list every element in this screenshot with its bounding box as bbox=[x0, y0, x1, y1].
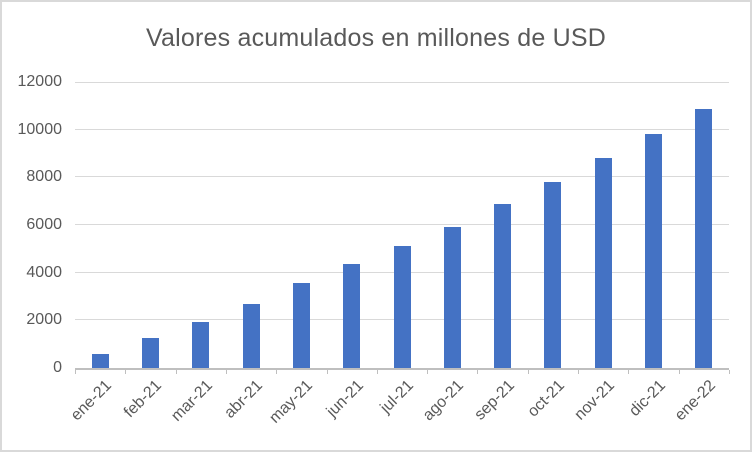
gridline bbox=[75, 176, 729, 178]
bar-jun-21 bbox=[343, 264, 361, 368]
x-axis-label: jul-21 bbox=[377, 377, 418, 417]
axis-tick bbox=[729, 370, 730, 374]
bar-abr-21 bbox=[242, 303, 260, 368]
x-axis-label: may-21 bbox=[266, 377, 317, 427]
x-axis-label: oct-21 bbox=[524, 377, 568, 421]
axis-tick bbox=[527, 370, 529, 374]
axis-tick bbox=[175, 370, 177, 374]
y-axis-label: 2000 bbox=[26, 311, 62, 329]
x-axis-label: ago-21 bbox=[420, 377, 468, 425]
bar-mar-21 bbox=[192, 321, 210, 368]
axis-tick bbox=[678, 370, 680, 374]
bar-ene-22 bbox=[695, 109, 713, 368]
y-axis-label: 0 bbox=[53, 359, 62, 376]
y-axis-label: 10000 bbox=[17, 120, 63, 138]
x-axis-label: sep-21 bbox=[471, 377, 518, 424]
axis-tick bbox=[276, 370, 278, 374]
bar-may-21 bbox=[292, 283, 310, 368]
axis-tick bbox=[578, 370, 580, 374]
plot-area bbox=[75, 82, 729, 370]
axis-tick bbox=[225, 370, 227, 374]
chart-title: Valores acumulados en millones de USD bbox=[146, 24, 606, 52]
x-axis-label: mar-21 bbox=[167, 377, 216, 425]
axis-tick bbox=[326, 370, 328, 374]
x-axis-label: jun-21 bbox=[323, 377, 367, 421]
bar-ene-21 bbox=[91, 353, 109, 368]
axis-tick bbox=[125, 370, 127, 374]
y-axis-label: 6000 bbox=[26, 216, 62, 233]
y-axis-label: 12000 bbox=[17, 73, 63, 90]
axis-tick bbox=[376, 370, 378, 374]
y-axis-label: 4000 bbox=[26, 263, 62, 281]
axis-tick bbox=[628, 370, 630, 374]
x-axis-label: nov-21 bbox=[571, 377, 619, 424]
bar-oct-21 bbox=[544, 182, 562, 368]
x-axis-label: ene-21 bbox=[67, 377, 116, 425]
y-axis-label: 8000 bbox=[26, 168, 62, 186]
gridline bbox=[75, 82, 729, 83]
x-axis-label: ene-22 bbox=[671, 377, 719, 425]
bar-jul-21 bbox=[393, 246, 411, 368]
bar-ago-21 bbox=[443, 227, 461, 368]
bar-sep-21 bbox=[494, 203, 512, 368]
axis-tick bbox=[427, 370, 429, 374]
x-axis-label: dic-21 bbox=[625, 377, 669, 420]
gridline bbox=[75, 128, 729, 130]
bar-dic-21 bbox=[645, 134, 663, 368]
axis-tick bbox=[75, 370, 76, 374]
bar-feb-21 bbox=[141, 338, 159, 368]
gridline bbox=[75, 224, 729, 225]
axis-tick bbox=[477, 370, 479, 374]
x-axis-label: abr-21 bbox=[221, 377, 267, 422]
bar-nov-21 bbox=[594, 158, 612, 368]
x-axis-label: feb-21 bbox=[121, 377, 166, 422]
